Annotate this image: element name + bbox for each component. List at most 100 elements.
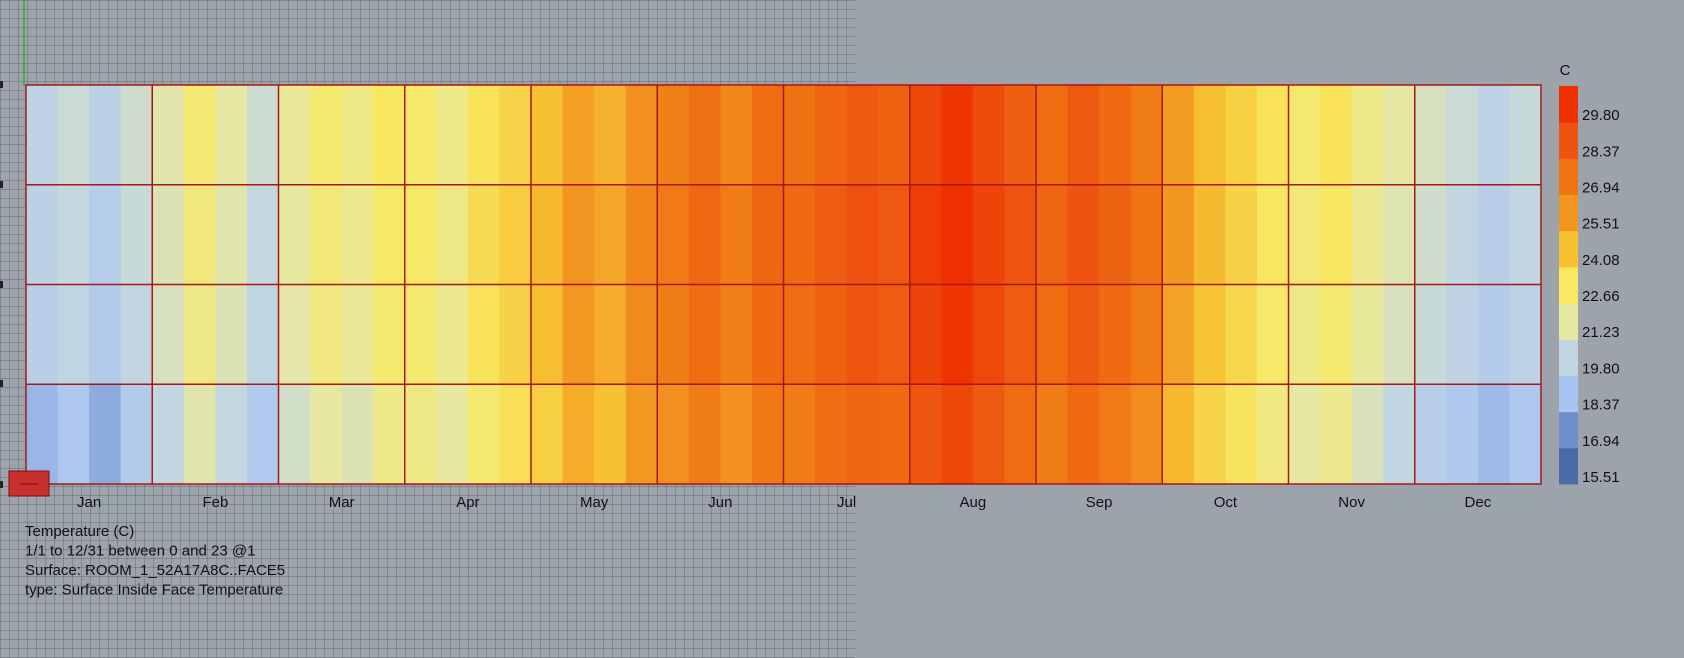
heatmap-cell (1477, 85, 1511, 186)
legend-swatch (1559, 86, 1578, 123)
heatmap-cell (720, 384, 753, 485)
legend-label: 16.94 (1582, 433, 1620, 450)
heatmap-cell (1036, 85, 1069, 186)
edge-ticks (0, 81, 3, 488)
heatmap-cell (57, 284, 90, 385)
heatmap-cell (1004, 184, 1037, 286)
heatmap-cell (1099, 85, 1132, 186)
legend-title: C (1560, 62, 1571, 79)
heatmap-cell (594, 284, 627, 385)
heatmap-cell (1446, 284, 1479, 385)
heatmap-cell (57, 384, 90, 485)
heatmap-cell (562, 85, 595, 186)
heatmap-cell (625, 384, 658, 485)
heatmap-cell (1446, 85, 1479, 186)
heatmap-cell (467, 284, 501, 385)
heatmap-cell (1225, 384, 1258, 485)
heatmap-cell (1509, 184, 1542, 286)
heatmap-cell (1477, 384, 1511, 485)
heatmap-cell (751, 284, 785, 385)
heatmap-cell (436, 384, 469, 485)
heatmap-cell (1320, 85, 1353, 186)
heatmap-cell (751, 384, 785, 485)
heatmap-cell (846, 384, 879, 485)
heatmap-cell (1320, 384, 1353, 485)
heatmap-cell (26, 384, 59, 485)
heatmap-cell (972, 284, 1006, 385)
heatmap-cell (909, 384, 942, 485)
heatmap-cell (1414, 184, 1447, 286)
heatmap-cell (436, 85, 469, 186)
heatmap-cell (657, 284, 690, 385)
heatmap-cell (373, 284, 406, 385)
plot-border (25, 84, 1542, 485)
heatmap-cell (783, 184, 816, 286)
heatmap-cell (594, 384, 627, 485)
legend-swatch (1559, 122, 1578, 159)
heatmap-cell (499, 284, 532, 385)
heatmap-cell (688, 384, 721, 485)
caption-line: type: Surface Inside Face Temperature (25, 581, 283, 598)
heatmap-cell (436, 284, 469, 385)
heatmap-cell (467, 384, 501, 485)
heatmap-cell (26, 284, 59, 385)
month-label: Feb (202, 494, 228, 511)
heatmap-cell (120, 284, 153, 385)
heatmap-cell (246, 184, 280, 286)
heatmap-cell (972, 184, 1006, 286)
heatmap-cell (499, 184, 532, 286)
month-label: Jul (837, 494, 856, 511)
legend-swatch (1559, 375, 1578, 413)
heatmap-cell (1383, 284, 1416, 385)
heatmap-cell (815, 384, 848, 485)
heatmap-cell (878, 284, 911, 385)
heatmap-cell (1225, 85, 1258, 186)
heatmap-cell (152, 184, 185, 286)
heatmap-cell (1225, 284, 1258, 385)
heatmap-cell (1288, 184, 1321, 286)
heatmap-cell (1162, 85, 1195, 186)
heatmap-cell (1256, 184, 1290, 286)
heatmap-cell (1509, 384, 1542, 485)
heatmap-cell (310, 384, 343, 485)
heatmap-cell (657, 85, 690, 186)
heatmap-cell (688, 284, 721, 385)
heatmap-cell (1351, 184, 1384, 286)
legend-label: 19.80 (1582, 360, 1620, 377)
heatmap-cell (531, 284, 564, 385)
legend-label: 21.23 (1582, 324, 1620, 341)
heatmap-cell (1004, 284, 1037, 385)
heatmap-cell (625, 284, 658, 385)
legend-swatch (1559, 339, 1578, 376)
heatmap-cell (1067, 85, 1100, 186)
heatmap-cell (815, 85, 848, 186)
heatmap-cell (1256, 85, 1290, 186)
heatmap-cell (183, 184, 216, 286)
legend-label: 24.08 (1582, 252, 1620, 269)
legend-swatch (1559, 230, 1578, 268)
heatmap-cell (1414, 384, 1447, 485)
heatmap-cell (909, 284, 942, 385)
heatmap-cell (815, 284, 848, 385)
heatmap-cell (1193, 184, 1226, 286)
heatmap-cell (1099, 184, 1132, 286)
heatmap-cell (688, 85, 721, 186)
heatmap-cell (878, 384, 911, 485)
heatmap-cell (531, 384, 564, 485)
heatmap-cell (1036, 284, 1069, 385)
heatmap-cell (1004, 85, 1037, 186)
heatmap-cell (562, 384, 595, 485)
heatmap-cell (941, 85, 974, 186)
heatmap-cell (183, 384, 216, 485)
month-label: Dec (1465, 494, 1492, 511)
legend-label: 26.94 (1582, 180, 1620, 197)
heatmap-cell (1067, 184, 1100, 286)
legend-swatch (1559, 158, 1578, 196)
caption-line: 1/1 to 12/31 between 0 and 23 @1 (25, 542, 255, 559)
heatmap-cell (562, 284, 595, 385)
heatmap-cell (1162, 384, 1195, 485)
legend-label: 25.51 (1582, 216, 1620, 233)
heatmap-cell (246, 85, 280, 186)
heatmap-cell (1446, 384, 1479, 485)
